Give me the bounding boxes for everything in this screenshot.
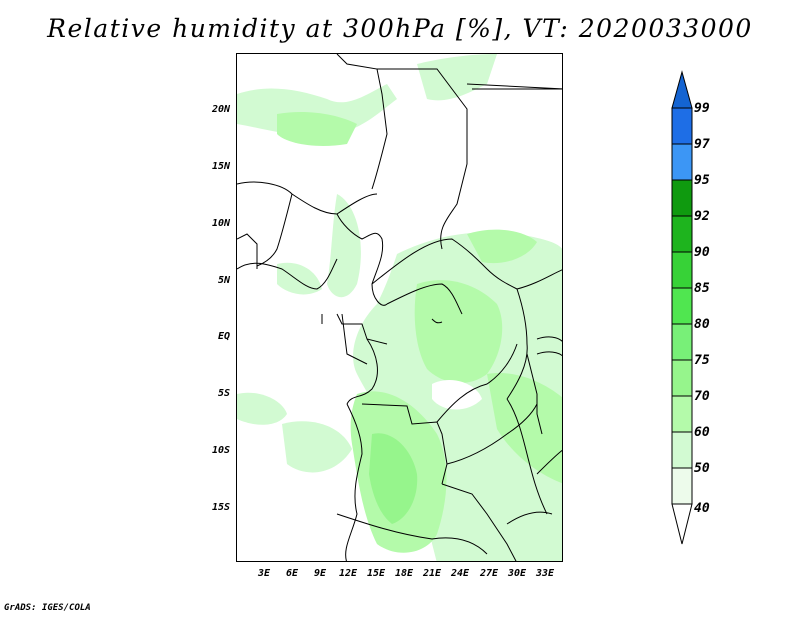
lat-label-eq: EQ bbox=[217, 331, 230, 342]
colorbar bbox=[671, 70, 693, 545]
colorbar-band-40 bbox=[671, 467, 693, 505]
lat-label-15s: 15S bbox=[211, 502, 230, 513]
colorbar-band-70 bbox=[671, 359, 693, 397]
colorbar-label-40: 40 bbox=[694, 501, 710, 516]
colorbar-label-85: 85 bbox=[694, 281, 710, 296]
lon-label-27e: 27E bbox=[479, 568, 499, 579]
colorbar-top-arrow bbox=[671, 70, 693, 109]
lat-label-10n: 10N bbox=[211, 218, 230, 229]
lon-label-3e: 3E bbox=[257, 568, 271, 579]
colorbar-band-60 bbox=[671, 395, 693, 433]
lon-label-12e: 12E bbox=[338, 568, 358, 579]
colorbar-label-50: 50 bbox=[694, 461, 710, 476]
humidity-shading bbox=[237, 54, 562, 561]
lon-label-9e: 9E bbox=[313, 568, 327, 579]
humidity-map bbox=[237, 54, 562, 561]
colorbar-bottom-arrow bbox=[671, 503, 693, 545]
colorbar-band-75 bbox=[671, 323, 693, 361]
lat-label-15n: 15N bbox=[211, 161, 230, 172]
colorbar-band-90 bbox=[671, 215, 693, 253]
colorbar-band-50 bbox=[671, 431, 693, 469]
country-borders bbox=[237, 54, 562, 561]
colorbar-label-92: 92 bbox=[694, 209, 710, 224]
lon-label-6e: 6E bbox=[285, 568, 299, 579]
lon-label-30e: 30E bbox=[507, 568, 527, 579]
colorbar-label-75: 75 bbox=[694, 353, 710, 368]
lon-label-33e: 33E bbox=[535, 568, 555, 579]
colorbar-band-85 bbox=[671, 251, 693, 289]
colorbar-label-70: 70 bbox=[694, 389, 710, 404]
lat-label-5s: 5S bbox=[217, 388, 230, 399]
lat-label-10s: 10S bbox=[211, 445, 230, 456]
lat-label-5n: 5N bbox=[217, 275, 230, 286]
colorbar-label-80: 80 bbox=[694, 317, 710, 332]
lon-label-15e: 15E bbox=[366, 568, 386, 579]
lon-label-18e: 18E bbox=[394, 568, 414, 579]
map-panel bbox=[236, 53, 563, 562]
colorbar-label-99: 99 bbox=[694, 101, 710, 116]
map-title: Relative humidity at 300hPa [%], VT: 202… bbox=[47, 14, 753, 43]
grads-credit: GrADS: IGES/COLA bbox=[4, 603, 91, 613]
colorbar-band-97 bbox=[671, 107, 693, 145]
colorbar-label-97: 97 bbox=[694, 137, 710, 152]
colorbar-band-95 bbox=[671, 143, 693, 181]
colorbar-label-95: 95 bbox=[694, 173, 710, 188]
colorbar-band-92 bbox=[671, 179, 693, 217]
lat-label-20n: 20N bbox=[211, 104, 230, 115]
lon-label-24e: 24E bbox=[450, 568, 470, 579]
colorbar-band-80 bbox=[671, 287, 693, 325]
colorbar-label-90: 90 bbox=[694, 245, 710, 260]
colorbar-label-60: 60 bbox=[694, 425, 710, 440]
lon-label-21e: 21E bbox=[422, 568, 442, 579]
